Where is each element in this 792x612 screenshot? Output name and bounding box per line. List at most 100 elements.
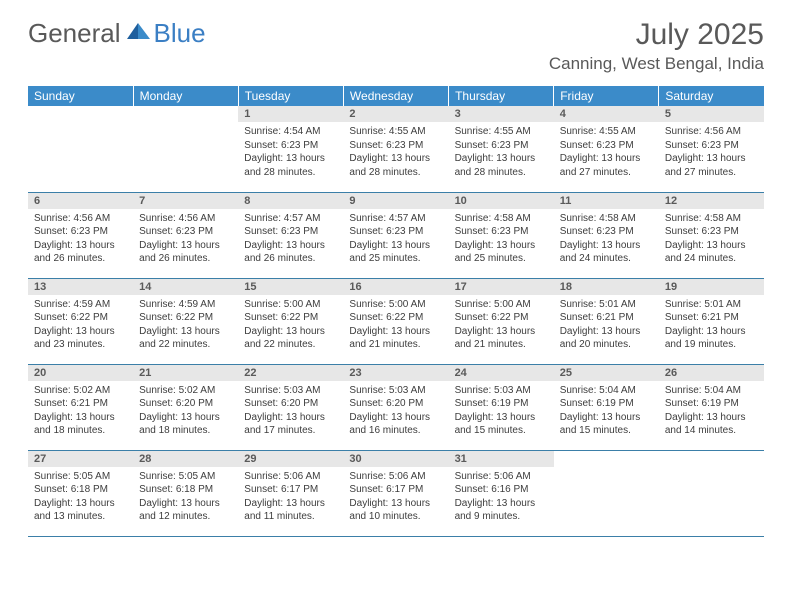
calendar-cell: 14Sunrise: 4:59 AMSunset: 6:22 PMDayligh… — [133, 278, 238, 364]
daylight-label: Daylight: — [349, 153, 391, 164]
sunrise-value: 5:00 AM — [284, 299, 321, 310]
daylight-label: Daylight: — [455, 153, 497, 164]
sunset-label: Sunset: — [665, 140, 702, 151]
sunset-label: Sunset: — [665, 226, 702, 237]
sunrise-label: Sunrise: — [455, 471, 494, 482]
day-number: 16 — [343, 279, 448, 295]
day-data: Sunrise: 5:03 AMSunset: 6:19 PMDaylight:… — [449, 381, 554, 441]
sunrise-value: 5:04 AM — [704, 385, 741, 396]
sunrise-value: 4:57 AM — [389, 213, 426, 224]
sunrise-value: 4:57 AM — [284, 213, 321, 224]
sunrise-value: 4:55 AM — [599, 126, 636, 137]
sunrise-label: Sunrise: — [349, 213, 388, 224]
daylight-label: Daylight: — [349, 326, 391, 337]
sunset-value: 6:23 PM — [281, 226, 318, 237]
sunrise-label: Sunrise: — [665, 126, 704, 137]
sunrise-label: Sunrise: — [560, 126, 599, 137]
sunrise-label: Sunrise: — [349, 471, 388, 482]
calendar-cell: 3Sunrise: 4:55 AMSunset: 6:23 PMDaylight… — [449, 106, 554, 192]
weekday-header: Sunday — [28, 86, 133, 106]
sunrise-label: Sunrise: — [34, 213, 73, 224]
day-number: 9 — [343, 193, 448, 209]
sunset-value: 6:23 PM — [281, 140, 318, 151]
page-title: July 2025 — [549, 18, 764, 52]
daylight-label: Daylight: — [560, 153, 602, 164]
sunrise-value: 4:58 AM — [494, 213, 531, 224]
sunset-value: 6:19 PM — [702, 398, 739, 409]
calendar-cell: 8Sunrise: 4:57 AMSunset: 6:23 PMDaylight… — [238, 192, 343, 278]
sunset-value: 6:17 PM — [386, 484, 423, 495]
calendar-head: SundayMondayTuesdayWednesdayThursdayFrid… — [28, 86, 764, 106]
day-data: Sunrise: 5:06 AMSunset: 6:17 PMDaylight:… — [238, 467, 343, 527]
weekday-header: Friday — [554, 86, 659, 106]
day-number: 23 — [343, 365, 448, 381]
sunrise-value: 4:56 AM — [704, 126, 741, 137]
calendar-cell: 10Sunrise: 4:58 AMSunset: 6:23 PMDayligh… — [449, 192, 554, 278]
weekday-header: Tuesday — [238, 86, 343, 106]
sunrise-value: 4:54 AM — [284, 126, 321, 137]
daylight-label: Daylight: — [244, 326, 286, 337]
sunrise-value: 4:56 AM — [179, 213, 216, 224]
sunrise-label: Sunrise: — [244, 299, 283, 310]
day-number: 22 — [238, 365, 343, 381]
sunset-value: 6:21 PM — [596, 312, 633, 323]
sunset-label: Sunset: — [349, 484, 386, 495]
daylight-label: Daylight: — [34, 326, 76, 337]
day-data: Sunrise: 4:59 AMSunset: 6:22 PMDaylight:… — [28, 295, 133, 355]
sunrise-value: 5:05 AM — [179, 471, 216, 482]
sunrise-value: 5:01 AM — [704, 299, 741, 310]
calendar-week: 20Sunrise: 5:02 AMSunset: 6:21 PMDayligh… — [28, 364, 764, 450]
sunset-value: 6:22 PM — [386, 312, 423, 323]
day-number: 2 — [343, 106, 448, 122]
sunset-value: 6:18 PM — [176, 484, 213, 495]
sunrise-value: 4:55 AM — [494, 126, 531, 137]
day-number: 17 — [449, 279, 554, 295]
day-data: Sunrise: 4:55 AMSunset: 6:23 PMDaylight:… — [554, 122, 659, 182]
day-number: 21 — [133, 365, 238, 381]
calendar-cell: 16Sunrise: 5:00 AMSunset: 6:22 PMDayligh… — [343, 278, 448, 364]
day-number: 3 — [449, 106, 554, 122]
day-data: Sunrise: 4:56 AMSunset: 6:23 PMDaylight:… — [28, 209, 133, 269]
weekday-row: SundayMondayTuesdayWednesdayThursdayFrid… — [28, 86, 764, 106]
day-data: Sunrise: 4:55 AMSunset: 6:23 PMDaylight:… — [343, 122, 448, 182]
day-data: Sunrise: 5:05 AMSunset: 6:18 PMDaylight:… — [28, 467, 133, 527]
sunrise-value: 4:59 AM — [73, 299, 110, 310]
day-data: Sunrise: 5:03 AMSunset: 6:20 PMDaylight:… — [343, 381, 448, 441]
sunrise-value: 5:00 AM — [494, 299, 531, 310]
calendar-cell: 4Sunrise: 4:55 AMSunset: 6:23 PMDaylight… — [554, 106, 659, 192]
daylight-label: Daylight: — [665, 412, 707, 423]
day-number: 5 — [659, 106, 764, 122]
sunrise-value: 5:03 AM — [284, 385, 321, 396]
sunset-label: Sunset: — [244, 226, 281, 237]
sunrise-value: 4:58 AM — [599, 213, 636, 224]
day-number: 28 — [133, 451, 238, 467]
logo-triangle-icon — [127, 21, 151, 46]
sunset-label: Sunset: — [560, 226, 597, 237]
sunset-value: 6:19 PM — [596, 398, 633, 409]
daylight-label: Daylight: — [139, 240, 181, 251]
day-data: Sunrise: 5:00 AMSunset: 6:22 PMDaylight:… — [343, 295, 448, 355]
daylight-label: Daylight: — [455, 412, 497, 423]
calendar-cell: 19Sunrise: 5:01 AMSunset: 6:21 PMDayligh… — [659, 278, 764, 364]
calendar-cell: .. — [133, 106, 238, 192]
daylight-label: Daylight: — [244, 498, 286, 509]
sunrise-label: Sunrise: — [349, 299, 388, 310]
sunset-label: Sunset: — [349, 226, 386, 237]
sunrise-label: Sunrise: — [244, 385, 283, 396]
daylight-label: Daylight: — [244, 153, 286, 164]
day-number: 15 — [238, 279, 343, 295]
calendar-cell: 2Sunrise: 4:55 AMSunset: 6:23 PMDaylight… — [343, 106, 448, 192]
sunset-value: 6:23 PM — [702, 226, 739, 237]
daylight-label: Daylight: — [349, 498, 391, 509]
day-number: 1 — [238, 106, 343, 122]
day-number: 27 — [28, 451, 133, 467]
sunset-value: 6:23 PM — [176, 226, 213, 237]
header: General Blue July 2025 Canning, West Ben… — [0, 0, 792, 80]
day-number: 18 — [554, 279, 659, 295]
day-data: Sunrise: 5:06 AMSunset: 6:16 PMDaylight:… — [449, 467, 554, 527]
day-data: Sunrise: 4:58 AMSunset: 6:23 PMDaylight:… — [554, 209, 659, 269]
calendar-cell: 11Sunrise: 4:58 AMSunset: 6:23 PMDayligh… — [554, 192, 659, 278]
calendar-cell: 26Sunrise: 5:04 AMSunset: 6:19 PMDayligh… — [659, 364, 764, 450]
sunrise-label: Sunrise: — [665, 299, 704, 310]
calendar-cell: 27Sunrise: 5:05 AMSunset: 6:18 PMDayligh… — [28, 450, 133, 536]
